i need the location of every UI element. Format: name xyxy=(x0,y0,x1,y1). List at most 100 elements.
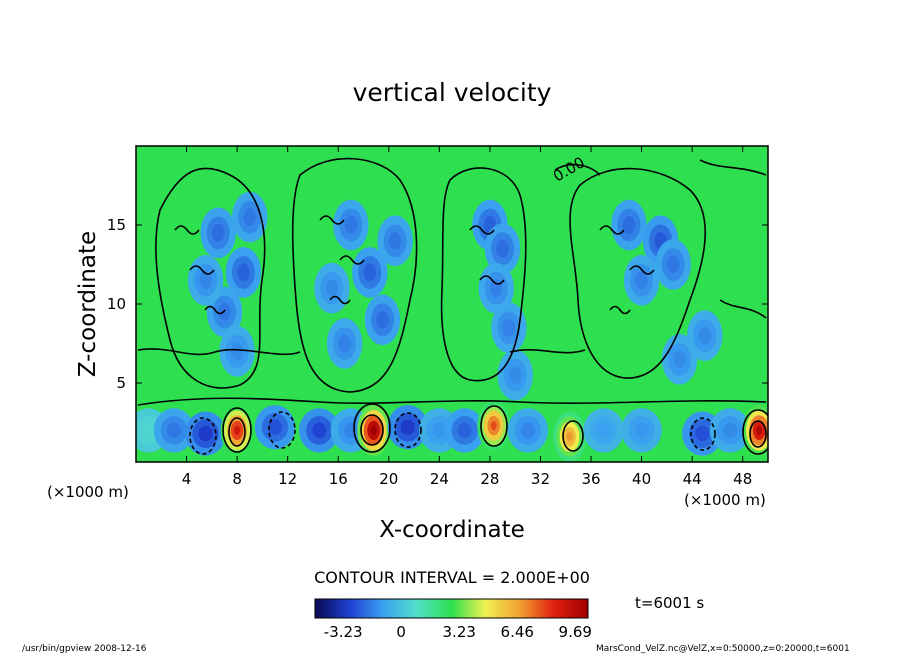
x-tick-label: 40 xyxy=(632,470,651,488)
heatmap-cell xyxy=(497,349,533,401)
heatmap-cell-layer xyxy=(211,224,225,242)
contour-line xyxy=(155,167,266,389)
contour-line xyxy=(394,412,422,448)
x-tick-label: 4 xyxy=(182,470,192,488)
heatmap-cell-layer xyxy=(566,432,573,442)
contour-line xyxy=(749,420,767,448)
x-axis: 4 8 12 16 20 24 28 32 36 40 44 48 xyxy=(182,146,752,488)
heatmap-cell xyxy=(314,262,350,314)
heatmap-cell xyxy=(661,334,698,385)
heatmap-cell xyxy=(655,239,691,290)
x-unit-right: (×1000 m) xyxy=(684,491,766,509)
heatmap-cell-layer xyxy=(432,422,447,439)
heatmap-cell-layer xyxy=(376,310,389,329)
heatmap-cell-layer xyxy=(400,419,415,435)
contour-line xyxy=(137,348,301,356)
heatmap-cell xyxy=(232,191,268,243)
x-tick-label: 12 xyxy=(278,470,297,488)
colorbar-ticks: -3.23 0 3.23 6.46 9.69 xyxy=(324,623,592,641)
heatmap-cell-layer xyxy=(457,422,472,439)
heatmap-cell xyxy=(364,294,401,346)
contour-line xyxy=(291,157,418,393)
heatmap-cell-layer xyxy=(698,326,711,345)
contour-line xyxy=(174,215,655,315)
y-tick-label: 15 xyxy=(107,216,126,234)
contour-line xyxy=(554,163,601,176)
heatmap-cell-layer xyxy=(723,422,738,439)
contour-line xyxy=(268,411,296,449)
heatmap-cell-layer xyxy=(695,425,710,442)
heatmap-cell-layer xyxy=(370,425,377,435)
heatmap-cell xyxy=(254,405,296,450)
heatmap-cell xyxy=(326,318,363,369)
heatmap-cell xyxy=(153,408,195,453)
footer-left: /usr/bin/gpview 2008-12-16 xyxy=(22,644,147,654)
heatmap-cell-layer xyxy=(490,279,503,298)
heatmap-cell xyxy=(220,405,254,456)
heatmap-cell-layer xyxy=(243,208,256,226)
heatmap-cell-layer xyxy=(388,231,402,250)
heatmap-cell xyxy=(387,405,428,450)
x-tick-label: 8 xyxy=(232,470,242,488)
colorbar-tick-label: -3.23 xyxy=(324,623,363,641)
y-axis-title: Z-coordinate xyxy=(75,231,101,377)
heatmap-cell-layer xyxy=(622,216,636,234)
heatmap-cell-layer xyxy=(490,421,497,431)
heatmap-cell-layer xyxy=(234,425,241,435)
heatmap-cell-layer xyxy=(198,425,213,442)
heatmap-cell xyxy=(623,255,660,306)
heatmap-cell-layer xyxy=(502,318,516,337)
heatmap-cell-layer xyxy=(237,263,250,282)
contour-line xyxy=(690,417,716,451)
heatmap-cells xyxy=(136,191,768,462)
contour-line xyxy=(569,167,706,379)
heatmap-cell xyxy=(611,199,647,251)
colorbar-tick-label: 9.69 xyxy=(559,623,592,641)
heatmap-cell-layer xyxy=(596,422,611,439)
heatmap-cell-layer xyxy=(141,422,156,439)
heatmap-cell xyxy=(444,408,485,453)
heatmap-cell-layer xyxy=(634,422,649,439)
y-tick-label: 10 xyxy=(107,295,126,313)
heatmap-cell-layer xyxy=(166,422,181,439)
x-tick-label: 32 xyxy=(531,470,550,488)
contour-line xyxy=(189,417,217,455)
heatmap-cell xyxy=(200,207,236,259)
x-tick-label: 16 xyxy=(329,470,348,488)
heatmap-cell-layer xyxy=(267,419,283,435)
heatmap-cell-layer xyxy=(344,216,358,234)
x-tick-label: 24 xyxy=(430,470,449,488)
contour-lines xyxy=(137,157,768,455)
heatmap-cell xyxy=(742,405,768,456)
heatmap-cell xyxy=(333,199,369,251)
heatmap-cell xyxy=(477,400,511,451)
heatmap-cell-layer xyxy=(673,350,686,369)
contour-line xyxy=(222,407,252,453)
contour-line xyxy=(719,299,767,319)
contour-line xyxy=(480,405,508,447)
contour-interval-label: CONTOUR INTERVAL = 2.000E+00 xyxy=(314,568,590,587)
heatmap-cell-layer xyxy=(312,422,327,439)
colorbar-tick-label: 6.46 xyxy=(501,623,534,641)
x-tick-label: 36 xyxy=(581,470,600,488)
heatmap-cell-layer xyxy=(343,422,358,439)
y-tick-label: 5 xyxy=(116,374,126,392)
heatmap-cell-layer xyxy=(509,366,522,384)
chart-title: vertical velocity xyxy=(353,78,552,107)
contour-line xyxy=(562,420,584,452)
heatmap-cell-layer xyxy=(325,279,339,298)
y-axis: 5 10 15 xyxy=(107,216,768,392)
heatmap-cell-layer xyxy=(756,425,763,435)
x-tick-label: 44 xyxy=(683,470,702,488)
contour-line xyxy=(440,167,527,382)
heatmap-cell xyxy=(621,408,662,453)
x-tick-label: 28 xyxy=(480,470,499,488)
heatmap-cell xyxy=(484,223,521,274)
heatmap-cell-layer xyxy=(635,271,648,290)
heatmap-cell xyxy=(709,408,751,453)
heatmap-cell xyxy=(507,408,549,453)
x-axis-title: X-coordinate xyxy=(379,517,525,543)
heatmap-cell-layer xyxy=(520,422,535,439)
heatmap-cell-layer xyxy=(199,271,212,290)
